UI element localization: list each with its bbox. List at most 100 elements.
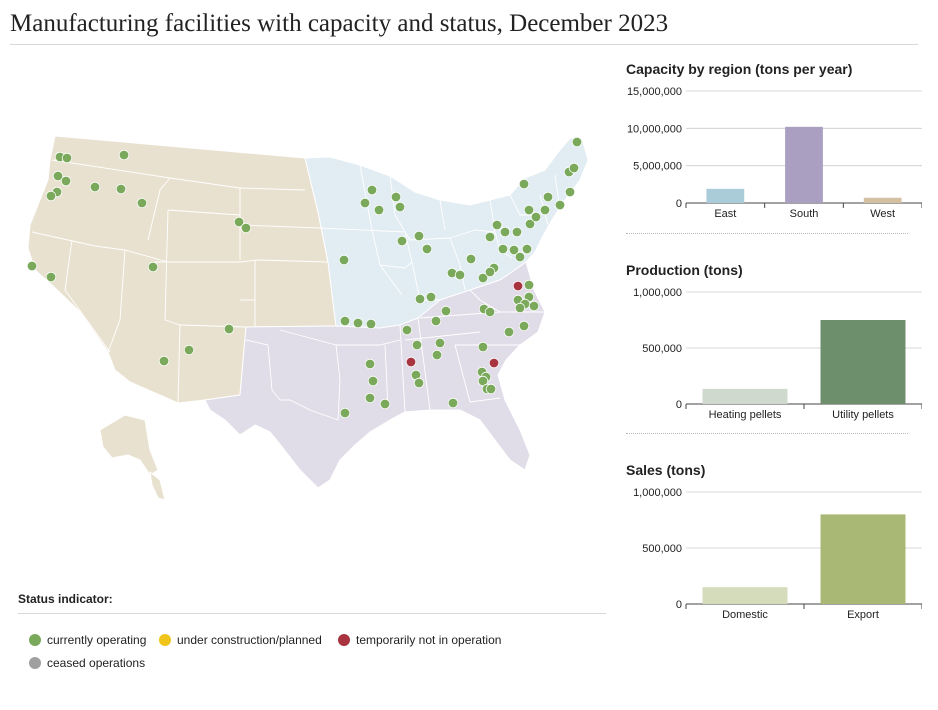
y-tick-label: 15,000,000	[627, 86, 682, 98]
facility-marker-operating[interactable]	[514, 302, 526, 314]
facility-marker-operating[interactable]	[45, 190, 57, 202]
facility-marker-operating[interactable]	[367, 375, 379, 387]
facility-marker-operating[interactable]	[60, 175, 72, 187]
south-region	[204, 261, 546, 489]
facility-marker-operating[interactable]	[339, 315, 351, 327]
facility-marker-operating[interactable]	[431, 349, 443, 361]
facility-marker-operating[interactable]	[491, 219, 503, 231]
panel-separator	[626, 433, 908, 434]
facility-marker-operating[interactable]	[430, 315, 442, 327]
facility-marker-not-operating[interactable]	[405, 356, 417, 368]
facility-marker-operating[interactable]	[503, 326, 515, 338]
facility-marker-operating[interactable]	[233, 216, 245, 228]
facility-marker-operating[interactable]	[89, 181, 101, 193]
facility-marker-operating[interactable]	[338, 254, 350, 266]
facility-marker-operating[interactable]	[396, 235, 408, 247]
facility-marker-operating[interactable]	[518, 178, 530, 190]
bar-export[interactable]	[820, 514, 906, 604]
facility-marker-not-operating[interactable]	[512, 280, 524, 292]
facility-marker-operating[interactable]	[454, 269, 466, 281]
facility-marker-operating[interactable]	[339, 407, 351, 419]
facility-marker-operating[interactable]	[514, 251, 526, 263]
facility-marker-operating[interactable]	[52, 170, 64, 182]
facility-marker-operating[interactable]	[539, 204, 551, 216]
facility-marker-operating[interactable]	[223, 323, 235, 335]
facility-marker-operating[interactable]	[147, 261, 159, 273]
facility-marker-operating[interactable]	[183, 344, 195, 356]
facility-markers	[26, 136, 583, 419]
facility-marker-operating[interactable]	[477, 341, 489, 353]
x-tick-label: Domestic	[722, 609, 768, 621]
bar-domestic[interactable]	[702, 587, 788, 604]
facility-marker-operating[interactable]	[414, 293, 426, 305]
ceased-dot-icon	[29, 657, 41, 669]
facility-marker-operating[interactable]	[421, 243, 433, 255]
legend-item-operating: currently operating	[29, 633, 146, 647]
legend-label: under construction/planned	[177, 633, 322, 647]
y-tick-label: 500,000	[642, 543, 682, 555]
facility-marker-operating[interactable]	[523, 279, 535, 291]
facility-marker-operating[interactable]	[364, 358, 376, 370]
facility-marker-operating[interactable]	[484, 266, 496, 278]
facility-marker-operating[interactable]	[447, 397, 459, 409]
facility-marker-operating[interactable]	[118, 149, 130, 161]
x-tick-label: Export	[847, 609, 879, 621]
bar-south[interactable]	[785, 126, 823, 203]
facility-marker-operating[interactable]	[115, 183, 127, 195]
bar-west[interactable]	[863, 197, 902, 203]
bar-heating-pellets[interactable]	[702, 388, 788, 404]
facility-marker-operating[interactable]	[434, 337, 446, 349]
facility-marker-operating[interactable]	[499, 226, 511, 238]
legend-item-not-operating: temporarily not in operation	[338, 633, 501, 647]
bar-east[interactable]	[706, 188, 745, 203]
facility-marker-operating[interactable]	[394, 201, 406, 213]
legend-title: Status indicator:	[18, 592, 113, 606]
facility-marker-operating[interactable]	[477, 272, 489, 284]
facility-marker-operating[interactable]	[511, 226, 523, 238]
facility-marker-operating[interactable]	[61, 152, 73, 164]
facility-marker-operating[interactable]	[352, 317, 364, 329]
facility-marker-operating[interactable]	[366, 184, 378, 196]
bar-utility-pellets[interactable]	[820, 320, 906, 404]
facility-marker-operating[interactable]	[158, 355, 170, 367]
facility-marker-operating[interactable]	[524, 218, 536, 230]
facility-marker-operating[interactable]	[413, 377, 425, 389]
facility-marker-operating[interactable]	[365, 318, 377, 330]
alaska-shape	[99, 414, 159, 476]
facility-marker-operating[interactable]	[364, 392, 376, 404]
facility-marker-operating[interactable]	[508, 244, 520, 256]
facility-marker-operating[interactable]	[440, 305, 452, 317]
facility-marker-operating[interactable]	[373, 204, 385, 216]
facility-marker-operating[interactable]	[401, 324, 413, 336]
facility-marker-operating[interactable]	[359, 197, 371, 209]
facility-marker-operating[interactable]	[497, 243, 509, 255]
facility-marker-operating[interactable]	[26, 260, 38, 272]
facility-marker-operating[interactable]	[240, 222, 252, 234]
facility-marker-operating[interactable]	[413, 230, 425, 242]
capacity-chart-panel: Capacity by region (tons per year) 0 5,00…	[626, 61, 922, 231]
facility-marker-operating[interactable]	[523, 204, 535, 216]
facility-marker-operating[interactable]	[571, 136, 583, 148]
facility-marker-operating[interactable]	[554, 199, 566, 211]
facility-marker-operating[interactable]	[390, 191, 402, 203]
facility-marker-operating[interactable]	[45, 271, 57, 283]
facility-marker-operating[interactable]	[411, 339, 423, 351]
facility-marker-operating[interactable]	[518, 320, 530, 332]
facility-marker-not-operating[interactable]	[488, 357, 500, 369]
facility-marker-operating[interactable]	[379, 398, 391, 410]
facility-marker-operating[interactable]	[542, 191, 554, 203]
facility-marker-operating[interactable]	[425, 291, 437, 303]
facility-marker-operating[interactable]	[484, 231, 496, 243]
legend-item-construction: under construction/planned	[159, 633, 322, 647]
facility-marker-operating[interactable]	[528, 300, 540, 312]
facility-marker-operating[interactable]	[485, 383, 497, 395]
facility-marker-operating[interactable]	[521, 243, 533, 255]
facility-marker-operating[interactable]	[136, 197, 148, 209]
facility-marker-operating[interactable]	[564, 186, 576, 198]
facility-marker-operating[interactable]	[530, 211, 542, 223]
facility-marker-operating[interactable]	[484, 306, 496, 318]
y-tick-label: 1,000,000	[633, 487, 682, 499]
facility-marker-operating[interactable]	[465, 253, 477, 265]
x-tick-label: Heating pellets	[709, 409, 782, 421]
facility-marker-operating[interactable]	[568, 162, 580, 174]
